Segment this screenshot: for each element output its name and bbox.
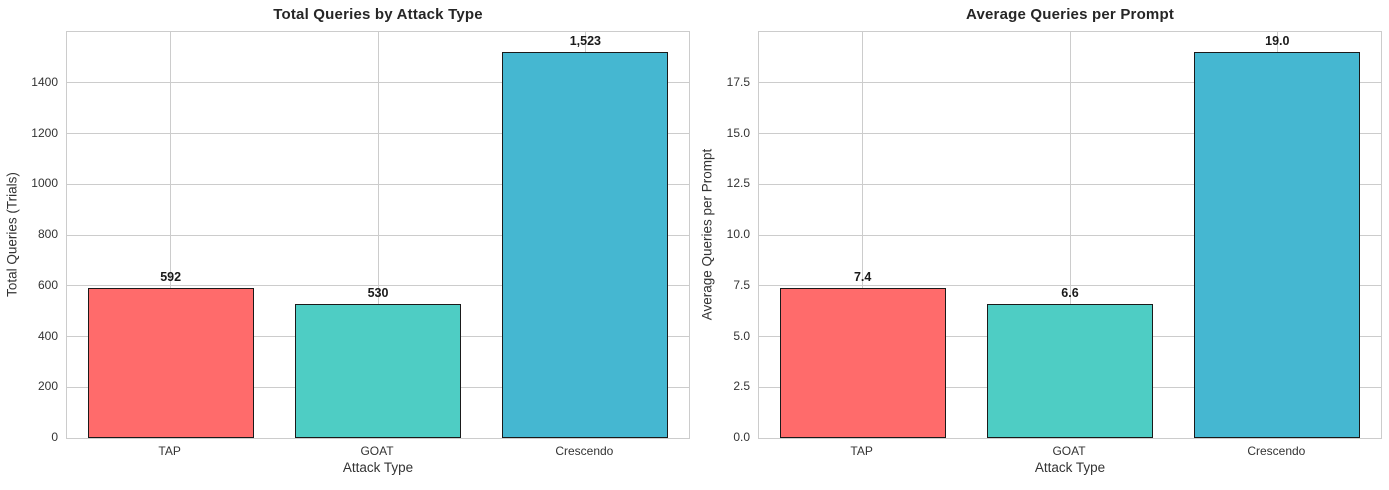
bar-crescendo (1194, 52, 1361, 438)
bar-tap (87, 287, 254, 438)
y-tick-label: 1400 (31, 74, 58, 89)
x-tick-label: Crescendo (555, 444, 614, 458)
y-tick-label: 10.0 (726, 227, 750, 241)
gridline-vertical (170, 32, 172, 438)
chart-title: Average Queries per Prompt (965, 6, 1175, 23)
y-tick-label: 17.5 (726, 74, 750, 89)
gridline-vertical (377, 32, 379, 438)
x-tick-label: TAP (158, 444, 181, 458)
bar-value-label: 592 (160, 269, 182, 284)
x-tick-label: GOAT (360, 444, 394, 458)
y-tick-label: 0.0 (733, 430, 750, 444)
y-tick-label: 12.5 (726, 176, 750, 191)
bar-goat (295, 303, 461, 438)
plot-area: 7.4 6.6 19.0 (758, 31, 1382, 439)
bar-value-label: 6.6 (1061, 286, 1079, 301)
gridline-vertical (1069, 32, 1071, 438)
gridline-vertical (862, 32, 864, 438)
y-tick-label: 2.5 (733, 379, 750, 394)
y-tick-label: 0 (51, 430, 58, 444)
y-tick-label: 5.0 (733, 328, 750, 343)
bar-tap (779, 287, 946, 438)
x-axis-label: Attack Type (1034, 460, 1106, 475)
y-tick-label: 7.5 (733, 277, 750, 292)
chart-average-queries: Average Queries per Prompt Average Queri… (695, 0, 1389, 490)
y-tick-label: 15.0 (726, 125, 750, 140)
y-tick-label: 1000 (31, 176, 58, 191)
x-tick-label: Crescendo (1247, 444, 1306, 458)
bar-value-label: 7.4 (853, 269, 872, 284)
bar-crescendo (502, 51, 669, 438)
chart-total-queries: Total Queries by Attack Type Total Queri… (0, 0, 694, 490)
chart-title: Total Queries by Attack Type (273, 6, 483, 23)
y-tick-label: 800 (37, 227, 58, 241)
y-tick-label: 400 (37, 328, 58, 343)
x-axis-label: Attack Type (342, 460, 414, 475)
bar-goat (987, 304, 1153, 438)
y-tick-label: 1200 (31, 125, 58, 140)
y-tick-label: 200 (37, 379, 58, 394)
plot-area: 592 530 1,523 (66, 31, 690, 439)
x-tick-label: GOAT (1052, 444, 1086, 458)
bar-value-label: 1,523 (569, 33, 601, 48)
bar-value-label: 19.0 (1265, 34, 1290, 49)
bar-value-label: 530 (367, 285, 389, 300)
x-tick-label: TAP (850, 444, 873, 458)
y-tick-label: 600 (37, 277, 58, 292)
